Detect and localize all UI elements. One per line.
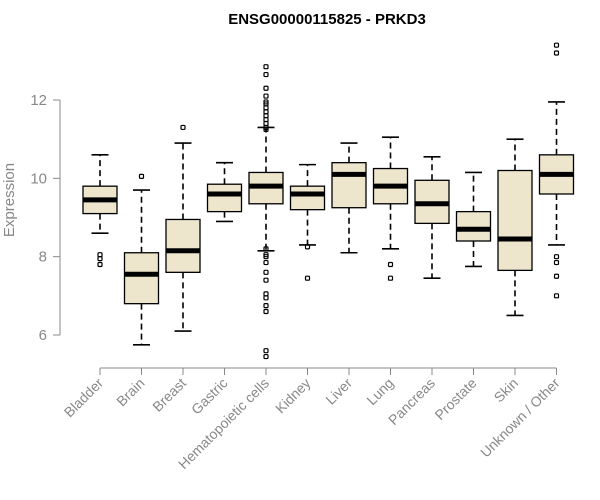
outlier-point (304, 275, 311, 281)
outlier-point (263, 254, 269, 260)
x-tick-label: Liver (322, 375, 355, 408)
x-tick-label: Kidney (272, 375, 314, 417)
y-axis: 6 8 10 12 (30, 92, 61, 344)
iqr-box (165, 218, 201, 273)
outlier-point (138, 173, 145, 179)
y-tick-label: 6 (39, 327, 47, 344)
outlier-point (263, 85, 269, 91)
outlier-point (553, 293, 560, 299)
box-pancreas (414, 155, 450, 280)
iqr-box (123, 252, 160, 305)
outlier-point (553, 254, 560, 260)
outlier-point (553, 259, 560, 266)
box-unknown-other (538, 42, 575, 299)
x-tick-label: Brain (113, 375, 147, 409)
outlier-point (263, 259, 269, 266)
outlier-point (553, 42, 560, 48)
y-tick-label: 8 (39, 249, 47, 266)
box-prostate (455, 171, 492, 268)
outlier-point (180, 124, 186, 131)
outlier-point (263, 71, 269, 78)
outlier-point (304, 244, 311, 250)
outlier-point (263, 277, 269, 283)
box-hematopoietic-cells (248, 64, 284, 360)
x-tick-label: Skin (491, 375, 522, 406)
box-gastric (206, 161, 243, 223)
outlier-point (263, 93, 269, 99)
outlier-point (387, 275, 394, 281)
outlier-point (263, 126, 269, 132)
box-breast (165, 124, 201, 332)
outlier-point (263, 353, 269, 360)
outlier-point (263, 308, 269, 315)
box-brain (123, 173, 160, 346)
iqr-box (455, 210, 492, 242)
outlier-point (263, 246, 269, 252)
outlier-point (263, 303, 269, 309)
x-tick-label: Breast (149, 375, 189, 415)
iqr-box (331, 162, 367, 209)
outlier-point (553, 273, 560, 279)
outlier-point (553, 50, 560, 56)
box-skin (497, 138, 533, 317)
outlier-point (387, 261, 394, 268)
outlier-point (263, 269, 269, 275)
outlier-point (97, 261, 103, 268)
y-tick-label: 12 (30, 92, 47, 109)
outlier-point (97, 256, 103, 262)
y-tick-label: 10 (30, 170, 47, 187)
iqr-box (206, 183, 243, 213)
y-axis-label: Expression (1, 163, 18, 237)
iqr-box (289, 185, 326, 211)
outlier-point (263, 64, 269, 70)
outlier-point (263, 295, 269, 301)
box-bladder (82, 154, 118, 268)
box-lung (372, 136, 409, 281)
x-tick-label: Prostate (431, 375, 479, 423)
box-kidney (289, 163, 326, 281)
x-tick-label: Unknown / Other (477, 375, 563, 461)
x-tick-label: Lung (363, 375, 396, 408)
box-liver (331, 142, 367, 254)
chart-title: ENSG00000115825 - PRKD3 (228, 11, 426, 28)
outlier-point (263, 348, 269, 354)
boxes-group (82, 42, 575, 360)
iqr-box (497, 169, 533, 272)
x-tick-label: Bladder (61, 375, 107, 421)
